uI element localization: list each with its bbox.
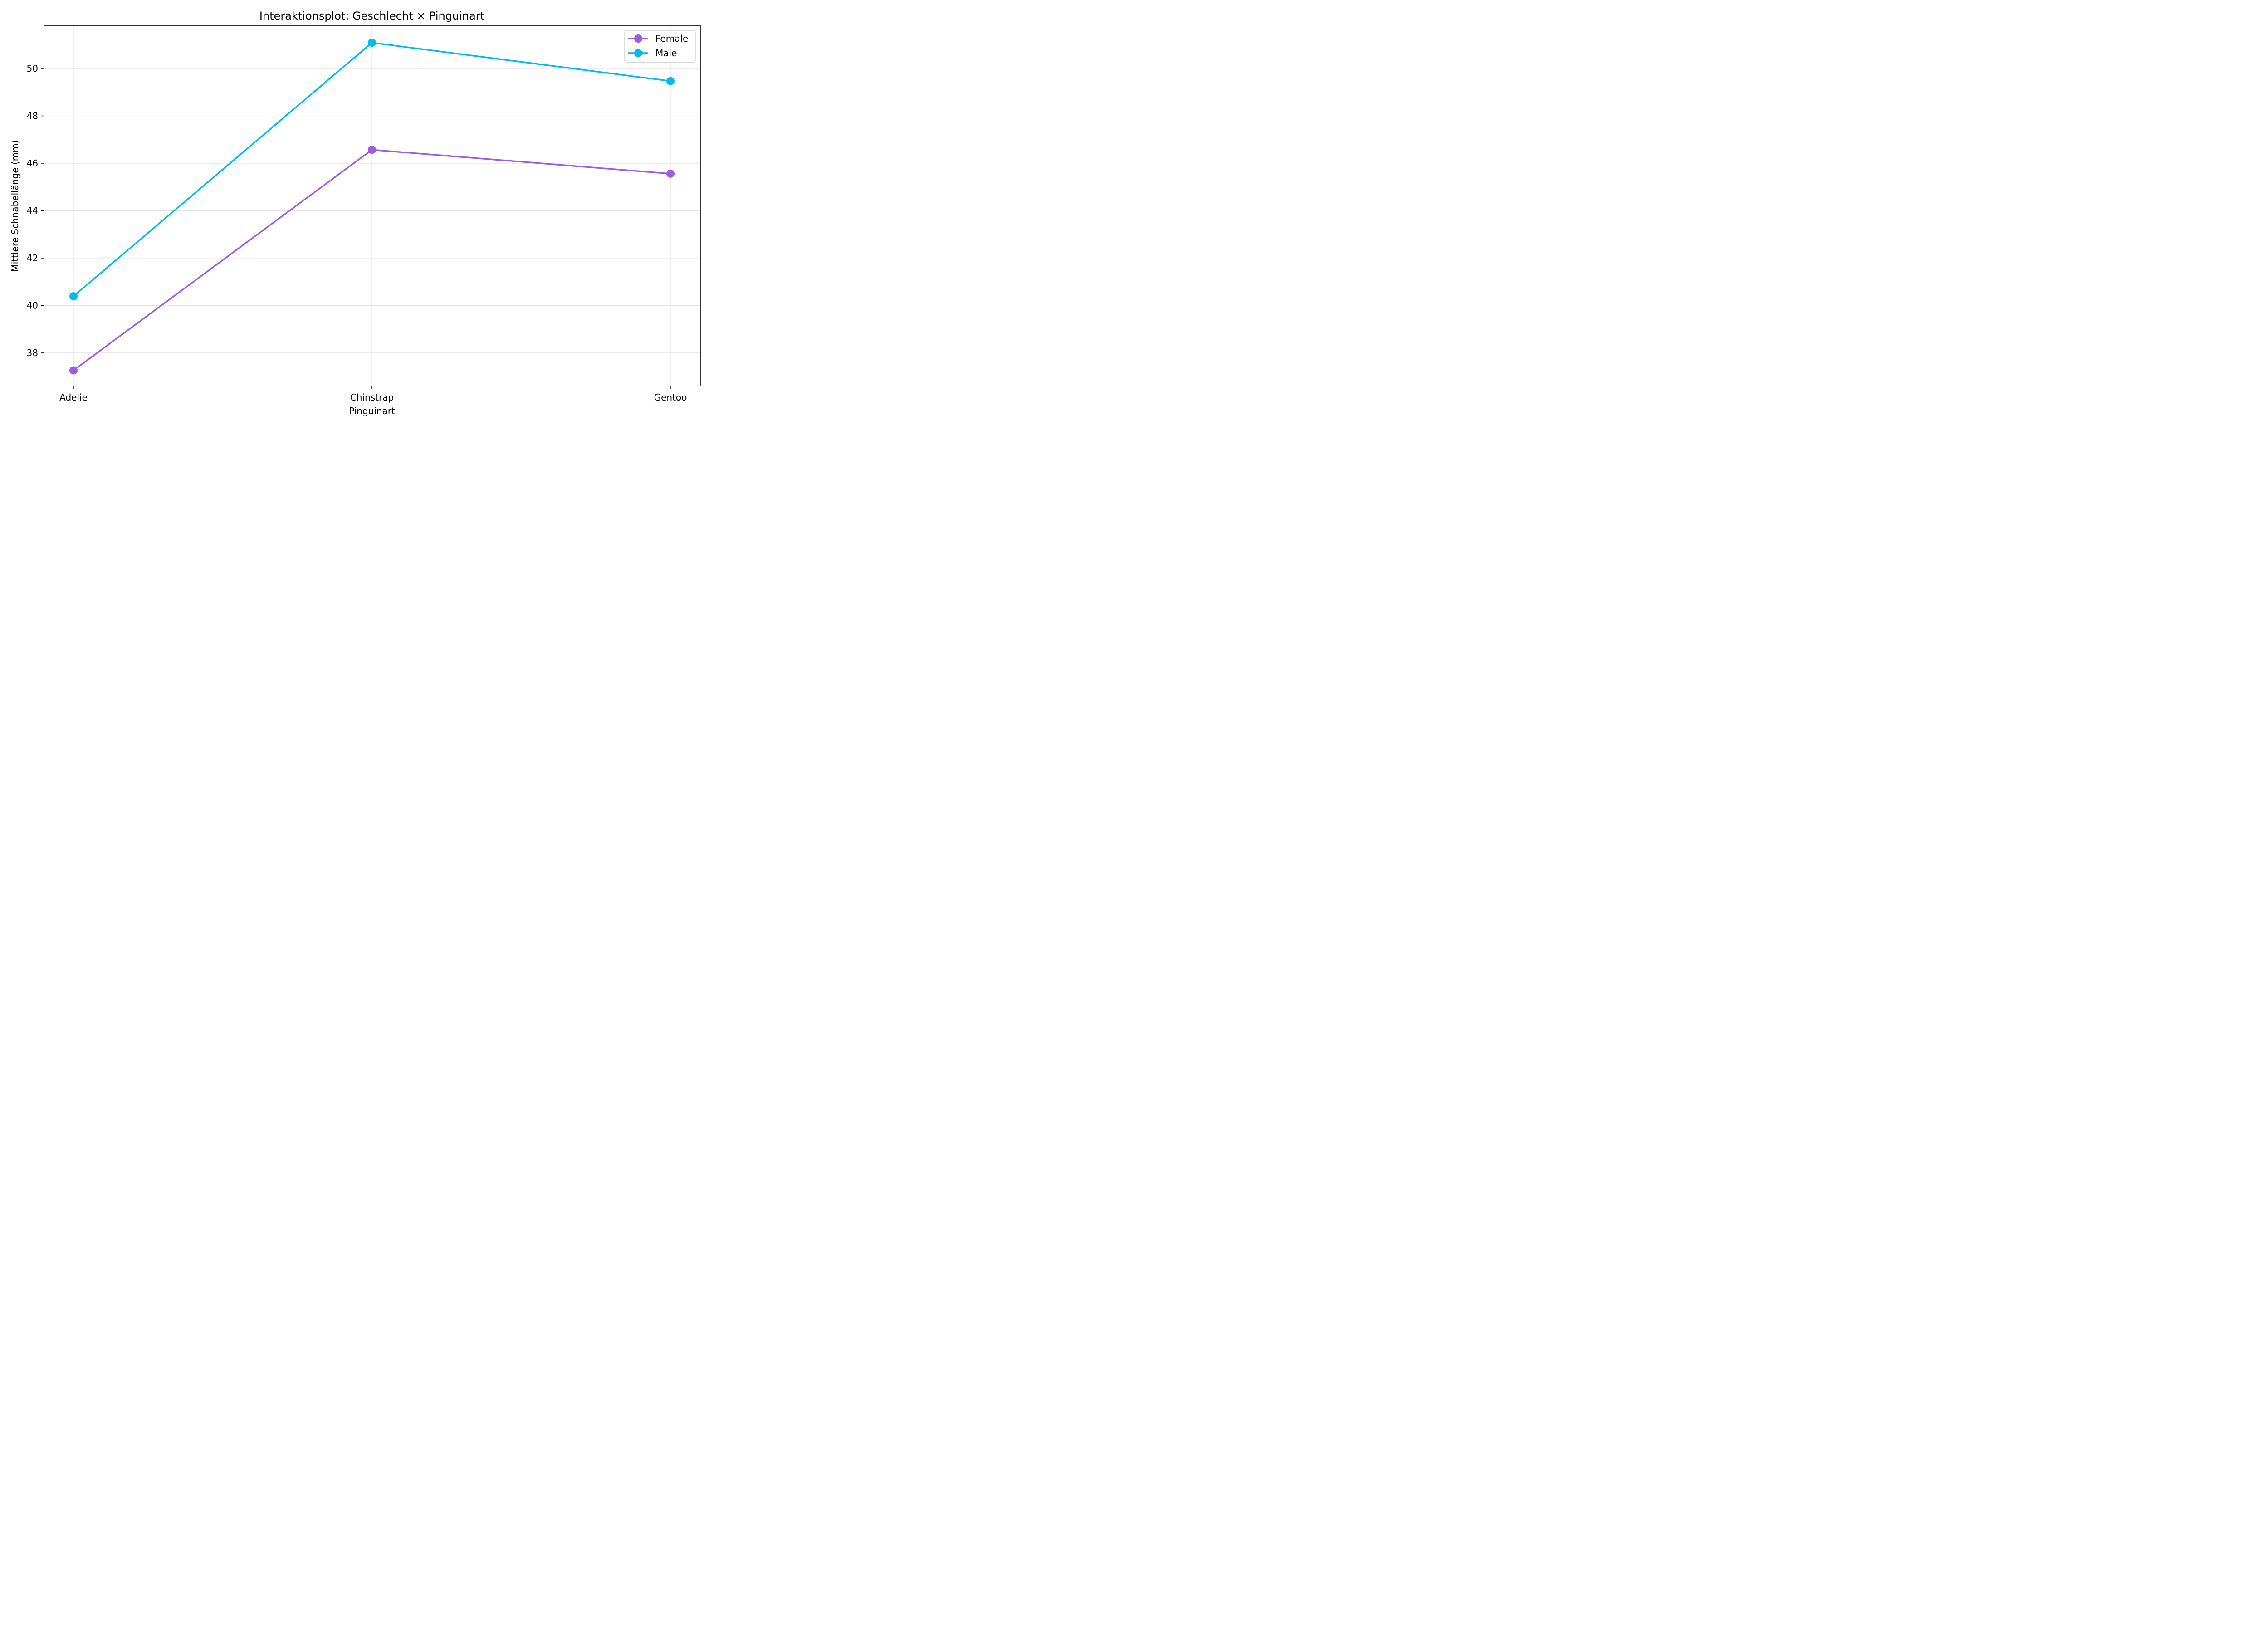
x-axis-label: Pinguinart bbox=[349, 406, 395, 416]
y-tick-label: 48 bbox=[27, 111, 38, 122]
data-point-female bbox=[69, 366, 78, 375]
x-tick-label: Gentoo bbox=[654, 392, 687, 403]
y-tick-label: 46 bbox=[27, 158, 38, 169]
ticks-layer: Adelie Chinstrap Gentoo 38 40 42 44 46 48 50 bbox=[27, 63, 687, 403]
legend-marker-male bbox=[634, 49, 642, 57]
chart-title: Interaktionsplot: Geschlecht × Pinguinar… bbox=[259, 10, 484, 22]
y-tick-label: 44 bbox=[27, 205, 38, 216]
legend-marker-female bbox=[634, 34, 642, 43]
series-layer bbox=[69, 39, 675, 375]
data-point-male bbox=[368, 39, 376, 47]
y-tick-label: 50 bbox=[27, 63, 38, 74]
grid-layer bbox=[44, 26, 701, 386]
legend-label-female: Female bbox=[655, 33, 688, 44]
data-point-female bbox=[666, 169, 675, 178]
y-axis-label: Mittlere Schnabellänge (mm) bbox=[10, 140, 20, 272]
y-tick-label: 40 bbox=[27, 300, 38, 311]
interaction-chart: Interaktionsplot: Geschlecht × Pinguinar… bbox=[0, 0, 711, 427]
data-point-female bbox=[368, 146, 376, 154]
data-point-male bbox=[666, 77, 675, 85]
plot-frame bbox=[44, 25, 701, 386]
y-tick-label: 38 bbox=[27, 347, 38, 358]
x-tick-label: Adelie bbox=[59, 392, 88, 403]
data-point-male bbox=[69, 292, 78, 301]
y-tick-label: 42 bbox=[27, 253, 38, 264]
legend-label-male: Male bbox=[655, 48, 677, 59]
legend: Female Male bbox=[624, 30, 696, 63]
x-tick-label: Chinstrap bbox=[350, 392, 394, 403]
figure-background bbox=[0, 0, 711, 427]
